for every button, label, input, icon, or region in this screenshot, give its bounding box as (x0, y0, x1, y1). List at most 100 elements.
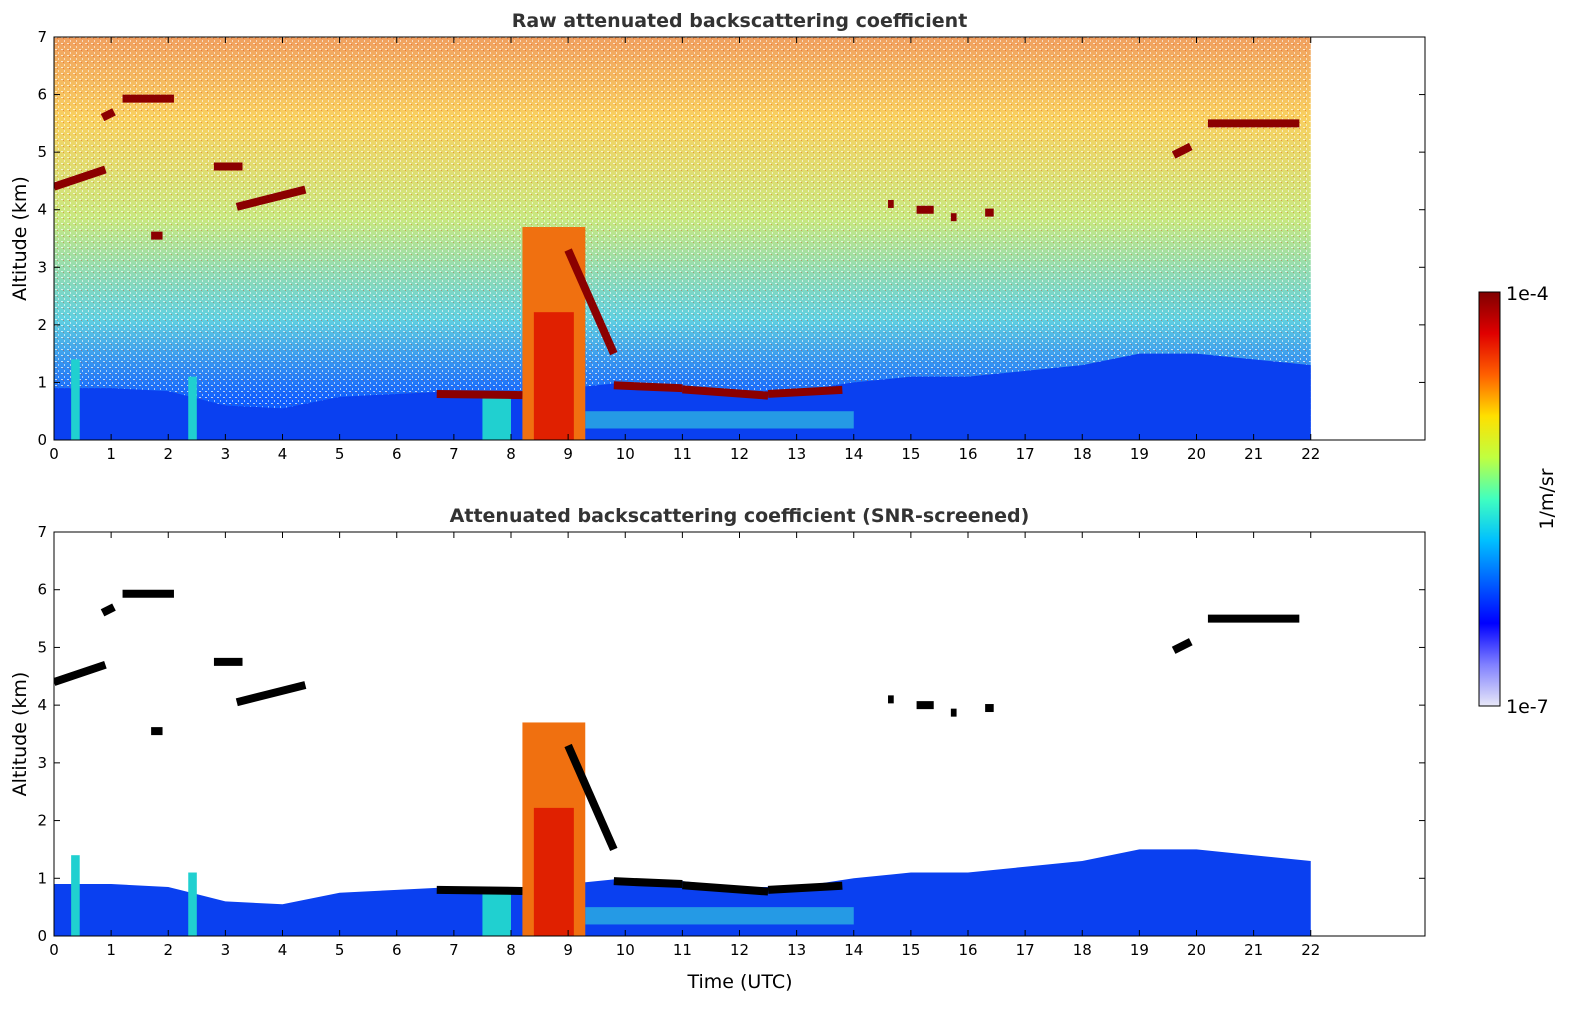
heatmap (54, 589, 1311, 936)
x-tick-label: 8 (506, 445, 516, 463)
colorbar-max-label: 1e-4 (1506, 283, 1549, 305)
x-tick-label: 14 (844, 941, 863, 959)
y-tick-label: 7 (37, 523, 47, 541)
cloud-layer (1171, 638, 1193, 654)
x-tick-label: 16 (958, 941, 977, 959)
aerosol-layer (585, 907, 854, 925)
y-tick-label: 3 (37, 258, 47, 276)
panel-title: Raw attenuated backscattering coefficien… (512, 10, 968, 32)
cloud-layer (100, 603, 116, 617)
x-tick-label: 18 (1073, 941, 1092, 959)
cloud-layer (613, 381, 683, 393)
x-tick-label: 5 (335, 941, 345, 959)
x-tick-label: 10 (616, 445, 635, 463)
x-tick-label: 5 (335, 445, 345, 463)
y-axis-label: Altitude (km) (9, 672, 31, 797)
y-tick-label: 3 (37, 754, 47, 772)
boundary-layer-aerosol (54, 849, 1311, 936)
boundary-layer-aerosol (54, 353, 1311, 440)
x-tick-label: 4 (278, 445, 288, 463)
y-tick-label: 0 (37, 927, 47, 945)
cloud-layer (564, 743, 618, 852)
x-tick-label: 7 (449, 445, 459, 463)
y-tick-label: 1 (37, 869, 47, 887)
aerosol-plume (71, 359, 80, 440)
cloud-layer (767, 881, 843, 894)
cloud-layer (235, 185, 307, 211)
cloud-layer (1171, 142, 1193, 159)
y-tick-label: 6 (37, 86, 47, 104)
y-tick-label: 2 (37, 812, 47, 830)
x-tick-label: 6 (392, 445, 402, 463)
cloud-layer (436, 389, 523, 400)
y-tick-label: 2 (37, 316, 47, 334)
x-tick-label: 17 (1016, 445, 1035, 463)
y-tick-label: 7 (37, 28, 47, 46)
x-tick-label: 14 (844, 445, 863, 463)
x-tick-label: 13 (787, 445, 806, 463)
x-tick-label: 11 (673, 941, 692, 959)
y-tick-label: 6 (37, 581, 47, 599)
y-axis-label: Altitude (km) (9, 176, 31, 301)
y-tick-label: 1 (37, 373, 47, 391)
x-tick-label: 1 (106, 941, 116, 959)
x-tick-label: 19 (1130, 941, 1149, 959)
colorbar: 1e-4 1e-7 1/m/sr (1478, 283, 1558, 718)
x-tick-label: 16 (958, 445, 977, 463)
colorbar-gradient (1478, 291, 1501, 707)
colorbar-min-label: 1e-7 (1506, 696, 1549, 718)
cloud-layer (682, 385, 769, 400)
y-tick-label: 5 (37, 143, 47, 161)
panel-title: Attenuated backscattering coefficient (S… (450, 505, 1030, 527)
x-tick-label: 19 (1130, 445, 1149, 463)
x-axis-label: Time (UTC) (686, 971, 792, 993)
cloud-layer (767, 385, 843, 398)
x-tick-label: 13 (787, 941, 806, 959)
cloud-layer (54, 660, 107, 686)
x-tick-label: 7 (449, 941, 459, 959)
cloud-layer (613, 877, 683, 889)
x-tick-label: 11 (673, 445, 692, 463)
y-tick-label: 4 (37, 201, 47, 219)
x-tick-label: 22 (1301, 445, 1320, 463)
x-tick-label: 4 (278, 941, 288, 959)
x-tick-label: 22 (1301, 941, 1320, 959)
cloud-layer (436, 885, 523, 895)
x-tick-label: 12 (730, 445, 749, 463)
x-tick-label: 20 (1187, 941, 1206, 959)
x-tick-label: 0 (49, 445, 59, 463)
x-tick-label: 20 (1187, 445, 1206, 463)
x-tick-label: 12 (730, 941, 749, 959)
x-tick-label: 9 (563, 445, 573, 463)
aerosol-plume (188, 376, 197, 440)
x-tick-label: 9 (563, 941, 573, 959)
x-tick-label: 0 (49, 941, 59, 959)
aerosol-plume-core (533, 312, 574, 440)
panel-screened: Attenuated backscattering coefficient (S… (9, 505, 1426, 959)
y-tick-label: 5 (37, 638, 47, 656)
x-tick-label: 2 (163, 445, 173, 463)
x-tick-label: 3 (221, 941, 231, 959)
aerosol-plume (482, 889, 511, 936)
aerosol-layer (585, 411, 854, 429)
cloud-layer (235, 681, 307, 707)
heatmap (54, 37, 1311, 440)
y-tick-label: 0 (37, 431, 47, 449)
x-tick-label: 2 (163, 941, 173, 959)
aerosol-plume-core (533, 807, 574, 936)
x-tick-label: 3 (221, 445, 231, 463)
x-tick-label: 15 (901, 941, 920, 959)
x-tick-label: 15 (901, 445, 920, 463)
colorbar-unit-label: 1/m/sr (1536, 468, 1558, 529)
cloud-layer (564, 248, 618, 356)
x-tick-label: 1 (106, 445, 116, 463)
x-tick-label: 21 (1244, 941, 1263, 959)
cloud-layer (100, 108, 116, 122)
aerosol-plume (188, 872, 197, 936)
x-tick-label: 21 (1244, 445, 1263, 463)
x-tick-label: 18 (1073, 445, 1092, 463)
cloud-layer (682, 881, 769, 896)
x-tick-label: 8 (506, 941, 516, 959)
panel-raw: Raw attenuated backscattering coefficien… (9, 10, 1426, 463)
